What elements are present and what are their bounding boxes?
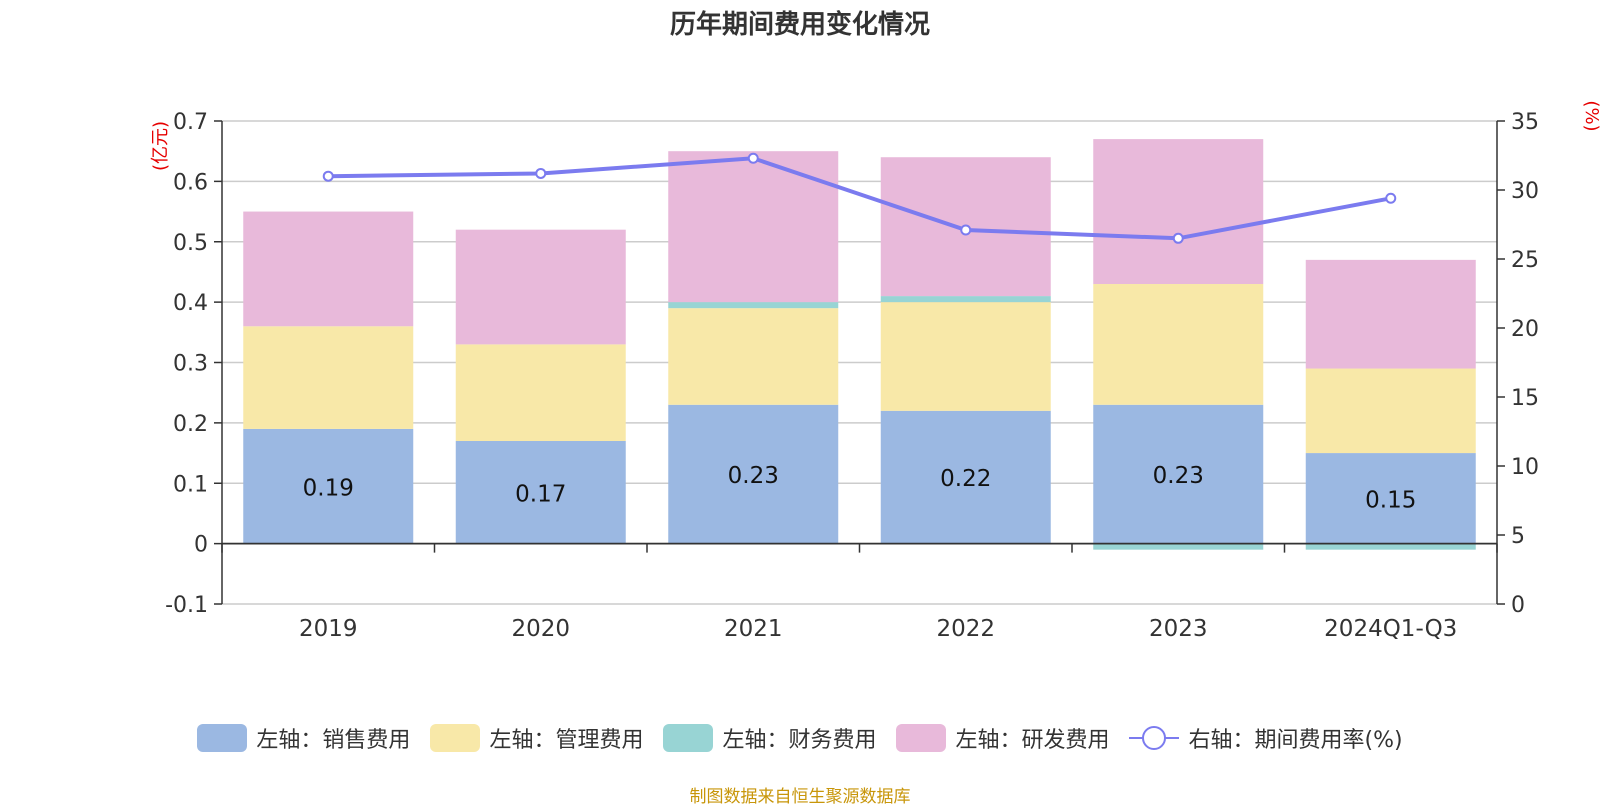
bar-segment xyxy=(1305,453,1476,544)
right-axis-tick-label: 15 xyxy=(1511,386,1539,411)
bar-segment xyxy=(455,229,626,345)
bar-segment xyxy=(243,428,414,544)
bar-segment xyxy=(668,308,839,405)
left-axis-unit: (亿元) xyxy=(150,121,171,171)
x-axis-tick-label: 2022 xyxy=(936,616,995,642)
bar-segment xyxy=(880,302,1051,411)
legend-item[interactable]: 左轴：管理费用 xyxy=(430,722,643,754)
bar-segment xyxy=(1305,543,1476,550)
rate-line xyxy=(328,156,1392,241)
rate-point xyxy=(747,152,759,164)
right-axis-tick-label: 0 xyxy=(1511,593,1525,618)
bar-segment xyxy=(1093,139,1264,285)
legend-color-swatch xyxy=(430,724,481,752)
bar-segment xyxy=(668,302,839,309)
rate-point xyxy=(322,170,334,182)
legend-color-swatch xyxy=(663,724,714,752)
legend-color-swatch xyxy=(197,724,248,752)
bar-segment xyxy=(1305,368,1476,454)
bar-data-label: 0.15 xyxy=(1365,487,1416,513)
right-axis-tick-label: 25 xyxy=(1511,248,1539,273)
right-axis-tick-label: 5 xyxy=(1511,524,1525,549)
x-axis-tick-label: 2021 xyxy=(724,616,783,642)
legend-color-swatch xyxy=(896,724,947,752)
left-axis-tick-label: 0.3 xyxy=(173,352,208,377)
rate-point xyxy=(1172,232,1184,244)
left-axis-tick-label: 0.1 xyxy=(173,472,208,497)
legend-label: 左轴：销售费用 xyxy=(256,728,411,753)
right-axis-tick-label: 35 xyxy=(1511,110,1539,135)
bar-data-label: 0.23 xyxy=(1153,463,1204,489)
right-axis-unit: (%) xyxy=(1581,100,1600,131)
bar-segment xyxy=(243,326,414,429)
left-axis-tick-label: -0.1 xyxy=(165,593,208,618)
x-axis-tick-label: 2019 xyxy=(299,616,358,642)
bar-data-label: 0.23 xyxy=(728,463,779,489)
bar-data-label: 0.22 xyxy=(940,466,991,492)
right-axis-tick-label: 20 xyxy=(1511,317,1539,342)
x-axis-tick-label: 2023 xyxy=(1149,616,1208,642)
data-source-note: 制图数据来自恒生聚源数据库 xyxy=(689,787,911,807)
bar-data-label: 0.19 xyxy=(303,475,354,501)
left-axis-tick-label: 0.2 xyxy=(173,412,208,437)
legend-label: 左轴：研发费用 xyxy=(955,728,1110,753)
bar-segment xyxy=(1093,404,1264,544)
left-axis-tick-label: 0.5 xyxy=(173,231,208,256)
bar-segment xyxy=(1093,543,1264,550)
legend-label: 右轴：期间费用率(%) xyxy=(1188,728,1403,753)
bar-segment xyxy=(668,151,839,303)
bar-segment xyxy=(668,404,839,544)
legend-item[interactable]: 左轴：研发费用 xyxy=(896,722,1109,754)
bar-segment xyxy=(455,344,626,441)
left-axis-tick-label: 0.7 xyxy=(173,110,208,135)
right-axis-tick-label: 10 xyxy=(1511,455,1539,480)
legend-item[interactable]: 左轴：财务费用 xyxy=(663,722,876,754)
legend-line-marker xyxy=(1129,724,1180,752)
bar-segment xyxy=(880,296,1051,303)
bar-segment xyxy=(880,410,1051,544)
bar-data-label: 0.17 xyxy=(515,481,566,507)
left-axis-tick-label: 0 xyxy=(194,533,208,558)
x-axis-tick-label: 2024Q1-Q3 xyxy=(1324,616,1457,642)
bar-segment xyxy=(1305,259,1476,369)
rate-point xyxy=(960,224,972,236)
legend-label: 左轴：财务费用 xyxy=(722,728,877,753)
left-axis-tick-label: 0.6 xyxy=(173,170,208,195)
x-axis-tick-label: 2020 xyxy=(511,616,570,642)
bar-segment xyxy=(1093,284,1264,405)
chart-legend: 左轴：销售费用 左轴：管理费用 左轴：财务费用 左轴：研发费用 右轴：期间费用率(%) xyxy=(0,722,1600,754)
chart-title: 历年期间费用变化情况 xyxy=(669,10,930,40)
bar-segment xyxy=(243,211,414,327)
legend-item[interactable]: 右轴：期间费用率(%) xyxy=(1129,722,1403,754)
bar-segment xyxy=(455,440,626,544)
right-axis-tick-label: 30 xyxy=(1511,179,1539,204)
left-axis-tick-label: 0.4 xyxy=(173,291,208,316)
legend-item[interactable]: 左轴：销售费用 xyxy=(197,722,410,754)
rate-point xyxy=(1385,192,1397,204)
legend-label: 左轴：管理费用 xyxy=(489,728,644,753)
rate-point xyxy=(535,167,547,179)
